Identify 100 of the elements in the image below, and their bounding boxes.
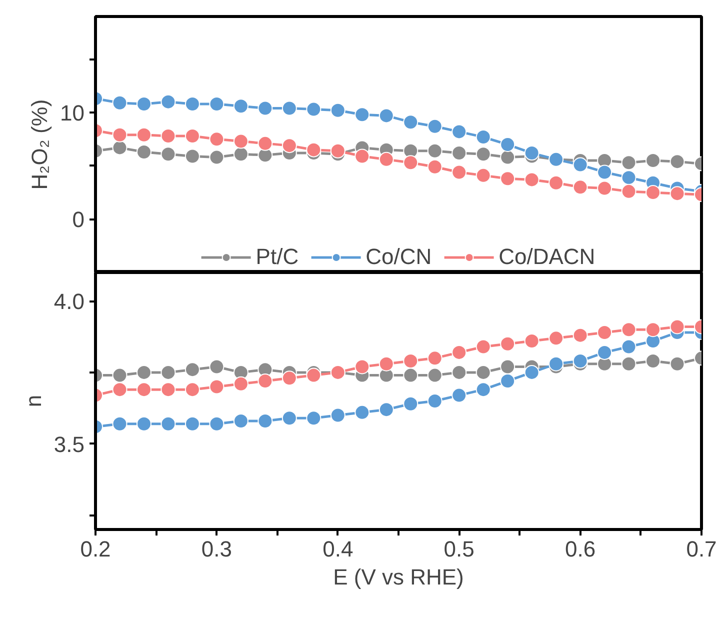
point (597, 164, 612, 180)
point (258, 374, 273, 388)
point (597, 180, 612, 196)
point (306, 142, 322, 158)
point (524, 334, 540, 349)
point (112, 368, 128, 383)
point (209, 379, 224, 394)
point (500, 374, 516, 388)
point (258, 414, 273, 428)
point (621, 184, 636, 199)
point (500, 359, 516, 374)
point (646, 185, 661, 200)
point (282, 138, 297, 154)
point (378, 152, 394, 167)
point (524, 146, 540, 161)
point (330, 102, 346, 118)
y-axis-title: H₂O₂ (%) (27, 99, 52, 190)
point (184, 382, 200, 398)
point (452, 364, 467, 380)
point (524, 172, 540, 188)
point (621, 339, 636, 354)
y-tick-label: 0 (72, 207, 85, 232)
point (160, 382, 176, 398)
point (572, 157, 588, 172)
point (233, 98, 248, 114)
point (452, 164, 467, 180)
point (136, 144, 152, 160)
legend-label: Co/CN (366, 244, 432, 270)
point (233, 414, 248, 428)
point (476, 130, 491, 145)
point (548, 330, 564, 346)
point (184, 362, 200, 378)
x-tick-label: 0.3 (201, 536, 232, 562)
point (597, 344, 612, 360)
point (621, 170, 636, 186)
point (209, 359, 224, 374)
point (572, 180, 588, 195)
point (403, 396, 418, 412)
point (572, 328, 588, 343)
point (670, 186, 685, 202)
point (112, 416, 128, 432)
point (354, 359, 370, 374)
point (427, 368, 442, 383)
point (427, 143, 442, 158)
point (621, 155, 636, 170)
point (621, 356, 636, 372)
y-tick-label: 4.0 (54, 289, 85, 314)
point (354, 404, 370, 420)
x-tick-label: 0.4 (322, 536, 354, 562)
point (452, 146, 467, 161)
point (160, 128, 176, 144)
point (209, 416, 224, 432)
point (403, 155, 418, 170)
point (282, 100, 297, 116)
point (427, 118, 442, 134)
point (184, 148, 200, 164)
point (476, 364, 491, 380)
point (233, 146, 248, 162)
x-tick-label: 0.7 (686, 536, 717, 562)
point (354, 107, 370, 122)
y-tick-label: 10 (60, 100, 85, 126)
y-axis-title: n (20, 394, 46, 408)
point (136, 127, 152, 142)
point (330, 408, 346, 423)
point (452, 124, 467, 140)
point (184, 128, 200, 144)
point (452, 344, 467, 360)
point (403, 114, 418, 130)
point (160, 94, 176, 110)
point (160, 146, 176, 162)
point (500, 150, 516, 165)
point (646, 322, 661, 338)
point (136, 416, 152, 432)
point (548, 356, 564, 372)
legend-label: Co/DACN (498, 244, 596, 270)
point (597, 324, 612, 340)
point (403, 354, 418, 369)
point (476, 339, 491, 354)
point (184, 416, 200, 432)
point (306, 410, 322, 426)
point (112, 140, 128, 156)
point (209, 150, 224, 165)
point (500, 336, 516, 352)
point (258, 100, 273, 116)
point (476, 382, 491, 398)
point (209, 132, 224, 147)
point (258, 136, 273, 151)
point (233, 134, 248, 149)
point (670, 356, 685, 372)
x-tick-label: 0.6 (565, 536, 596, 562)
point (306, 102, 322, 117)
point (621, 322, 636, 338)
point (112, 382, 128, 398)
point (646, 354, 661, 369)
point (282, 370, 297, 386)
point (427, 394, 442, 408)
point (378, 402, 394, 418)
point (160, 416, 176, 432)
point (427, 159, 442, 174)
point (646, 153, 661, 168)
